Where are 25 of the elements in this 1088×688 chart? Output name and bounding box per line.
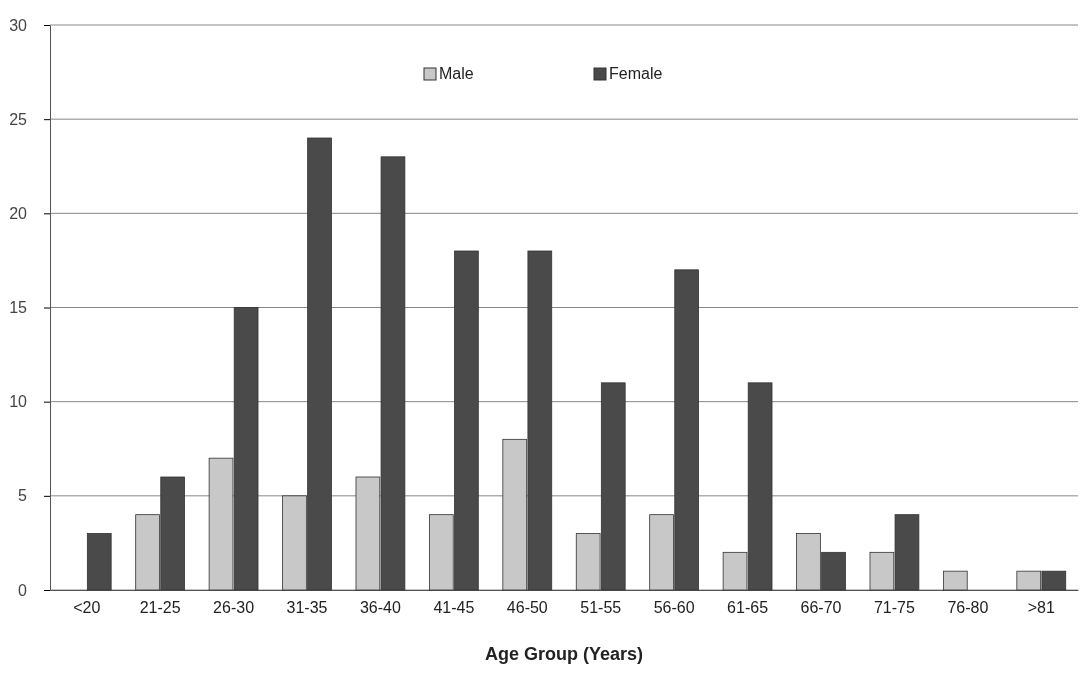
- bar: [943, 570, 968, 591]
- x-tick-label: 46-50: [506, 599, 548, 616]
- x-tick-label: 61-65: [727, 599, 769, 616]
- legend-label: Female: [609, 65, 663, 82]
- x-tick-label: 21-25: [139, 599, 181, 616]
- x-tick-label: 56-60: [653, 599, 695, 616]
- x-tick-label: <20: [73, 599, 101, 616]
- y-tick-label: 15: [9, 299, 28, 317]
- y-tick-label: 0: [18, 581, 28, 599]
- x-tick-label: 71-75: [873, 599, 915, 616]
- x-tick-label: 66-70: [800, 599, 842, 616]
- y-tick-label: 20: [9, 204, 28, 222]
- y-tick-label: 30: [9, 16, 28, 34]
- y-tick-label: 5: [18, 487, 28, 505]
- x-tick-label: >81: [1027, 599, 1055, 616]
- x-tick-label: 31-35: [286, 599, 328, 616]
- y-tick-label: 10: [9, 393, 28, 411]
- legend-label: Male: [439, 65, 474, 82]
- x-tick-label: 41-45: [433, 599, 475, 616]
- x-tick-label: 26-30: [213, 599, 255, 616]
- y-tick-label: 25: [9, 110, 28, 128]
- x-axis-title: Age Group (Years): [484, 644, 644, 664]
- x-tick-label: 51-55: [580, 599, 622, 616]
- x-tick-label: 76-80: [947, 599, 989, 616]
- x-tick-label: 36-40: [359, 599, 401, 616]
